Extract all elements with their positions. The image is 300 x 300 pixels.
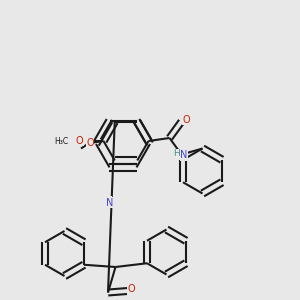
Text: H: H [105, 196, 112, 206]
Text: O: O [182, 115, 190, 125]
Text: O: O [86, 137, 94, 148]
Text: N: N [106, 197, 114, 208]
Text: H: H [174, 149, 180, 158]
Text: N: N [180, 150, 188, 161]
Text: O: O [127, 284, 135, 295]
Text: O: O [76, 136, 83, 146]
Text: H₃C: H₃C [54, 136, 68, 146]
